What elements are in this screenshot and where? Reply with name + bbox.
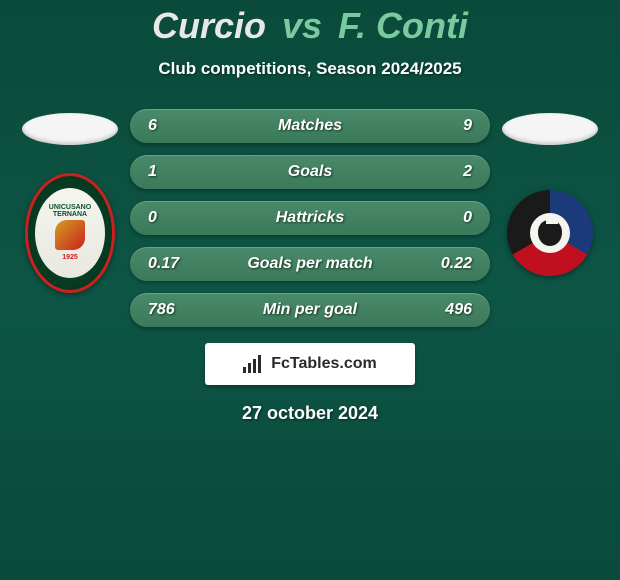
badge-left-year: 1925: [62, 254, 78, 261]
player-left-name: Curcio: [152, 5, 266, 46]
stat-label: Goals: [188, 163, 432, 181]
stat-right-value: 2: [432, 163, 472, 181]
comparison-title: Curcio vs F. Conti: [152, 5, 468, 47]
player-right-avatar-placeholder: [502, 113, 598, 145]
vs-label: vs: [282, 5, 322, 46]
stat-right-value: 0: [432, 209, 472, 227]
stats-area: UNICUSANO TERNANA 1925 6 Matches 9 1 Goa…: [0, 109, 620, 327]
stat-left-value: 0: [148, 209, 188, 227]
left-column: UNICUSANO TERNANA 1925: [20, 109, 120, 290]
badge-left-text-top: UNICUSANO: [49, 204, 91, 211]
stat-left-value: 786: [148, 301, 188, 319]
stats-column: 6 Matches 9 1 Goals 2 0 Hattricks 0 0.17…: [130, 109, 490, 327]
stat-row-goals-per-match: 0.17 Goals per match 0.22: [130, 247, 490, 281]
stat-row-goals: 1 Goals 2: [130, 155, 490, 189]
player-right-name: F. Conti: [338, 5, 468, 46]
player-left-avatar-placeholder: [22, 113, 118, 145]
stat-row-hattricks: 0 Hattricks 0: [130, 201, 490, 235]
moor-head-icon: [538, 220, 562, 246]
ternana-badge-icon: UNICUSANO TERNANA 1925: [25, 173, 115, 293]
stat-right-value: 496: [432, 301, 472, 319]
stat-left-value: 6: [148, 117, 188, 135]
stat-row-min-per-goal: 786 Min per goal 496: [130, 293, 490, 327]
stat-right-value: 0.22: [432, 255, 472, 273]
badge-left-text-mid: TERNANA: [53, 211, 87, 218]
club-badge-right: [505, 175, 595, 290]
brand-text: FcTables.com: [271, 355, 377, 373]
stat-right-value: 9: [432, 117, 472, 135]
stat-label: Min per goal: [188, 301, 432, 319]
stat-label: Matches: [188, 117, 432, 135]
stat-label: Hattricks: [188, 209, 432, 227]
subtitle: Club competitions, Season 2024/2025: [158, 59, 461, 79]
sestri-badge-icon: [507, 190, 593, 276]
brand-badge[interactable]: FcTables.com: [205, 343, 415, 385]
stat-left-value: 1: [148, 163, 188, 181]
comparison-card: Curcio vs F. Conti Club competitions, Se…: [0, 0, 620, 580]
bar-chart-icon: [243, 355, 265, 373]
stat-left-value: 0.17: [148, 255, 188, 273]
dragon-icon: [55, 220, 85, 250]
right-column: [500, 109, 600, 290]
snapshot-date: 27 october 2024: [242, 403, 378, 424]
stat-row-matches: 6 Matches 9: [130, 109, 490, 143]
stat-label: Goals per match: [188, 255, 432, 273]
club-badge-left: UNICUSANO TERNANA 1925: [25, 175, 115, 290]
